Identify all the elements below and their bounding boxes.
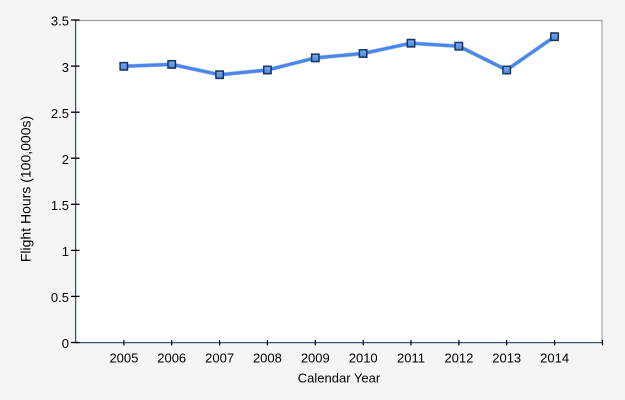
svg-text:1: 1 bbox=[62, 244, 69, 259]
svg-text:2007: 2007 bbox=[205, 351, 234, 366]
svg-text:2008: 2008 bbox=[253, 351, 282, 366]
svg-text:2009: 2009 bbox=[301, 351, 330, 366]
svg-text:2: 2 bbox=[62, 152, 69, 167]
svg-text:3.5: 3.5 bbox=[51, 14, 69, 29]
svg-text:2010: 2010 bbox=[349, 351, 378, 366]
svg-text:2011: 2011 bbox=[397, 351, 425, 366]
svg-text:2012: 2012 bbox=[444, 351, 473, 366]
svg-text:0: 0 bbox=[62, 336, 69, 351]
svg-text:3: 3 bbox=[62, 60, 69, 75]
svg-text:2006: 2006 bbox=[157, 351, 186, 366]
svg-text:2005: 2005 bbox=[109, 351, 138, 366]
svg-text:Flight Hours (100,000s): Flight Hours (100,000s) bbox=[18, 116, 34, 262]
svg-text:1.5: 1.5 bbox=[51, 198, 69, 213]
svg-text:2013: 2013 bbox=[492, 351, 521, 366]
svg-text:2.5: 2.5 bbox=[51, 106, 69, 121]
svg-text:Calendar Year: Calendar Year bbox=[298, 371, 381, 386]
svg-text:0.5: 0.5 bbox=[51, 290, 69, 305]
svg-text:2014: 2014 bbox=[540, 351, 569, 366]
